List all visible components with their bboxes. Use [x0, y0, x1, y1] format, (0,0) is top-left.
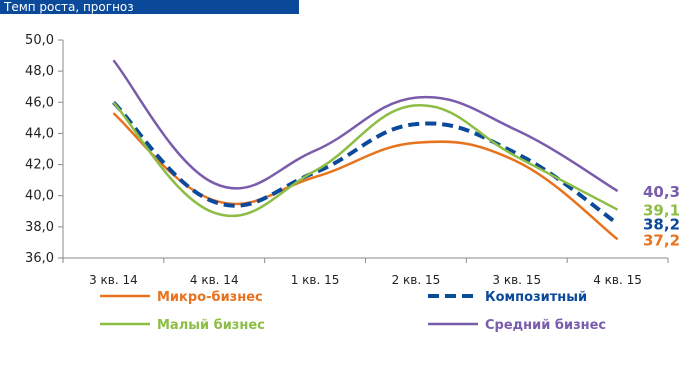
- x-tick-label: 1 кв. 15: [291, 273, 340, 287]
- x-tick-label: 2 кв. 15: [392, 273, 441, 287]
- x-axis: 3 кв. 14 4 кв. 14 1 кв. 15 2 кв. 15 3 кв. 15…: [62, 257, 669, 287]
- legend-label-composite: Композитный: [485, 290, 587, 305]
- x-tick-label: 3 кв. 14: [89, 273, 138, 287]
- x-tick-label: 3 кв. 15: [492, 273, 541, 287]
- y-tick-label: 38,0: [25, 220, 54, 235]
- y-axis: 36,0 38,0 40,0 42,0 44,0 46,0 48,0 50,0: [25, 33, 64, 266]
- y-tick-label: 46,0: [25, 95, 54, 110]
- legend-label-medium: Средний бизнес: [485, 318, 606, 333]
- end-label-micro: 37,2: [643, 231, 680, 249]
- series-line-medium: [112, 59, 619, 193]
- y-tick-label: 42,0: [25, 158, 54, 173]
- series-lines: [112, 59, 619, 241]
- end-label-medium: 40,3: [643, 183, 680, 201]
- chart-legend: Микро-бизнес Композитный Малый бизнес Средн…: [100, 290, 606, 333]
- end-label-small: 39,1: [643, 202, 680, 220]
- series-line-small: [112, 101, 619, 218]
- y-tick-label: 44,0: [25, 126, 54, 141]
- x-tick-label: 4 кв. 15: [593, 273, 642, 287]
- legend-label-small: Малый бизнес: [157, 318, 265, 333]
- chart-header-banner: Темп роста, прогноз: [0, 0, 299, 14]
- y-tick-label: 50,0: [25, 33, 54, 48]
- legend-label-micro: Микро-бизнес: [157, 290, 263, 305]
- y-tick-label: 40,0: [25, 189, 54, 204]
- end-labels: 37,238,239,140,3: [643, 183, 680, 249]
- x-tick-label: 4 кв. 14: [190, 273, 239, 287]
- end-label-composite: 38,2: [643, 216, 680, 234]
- banner-text: Темп роста, прогноз: [4, 0, 134, 14]
- y-tick-label: 36,0: [25, 251, 54, 266]
- y-tick-label: 48,0: [25, 64, 54, 79]
